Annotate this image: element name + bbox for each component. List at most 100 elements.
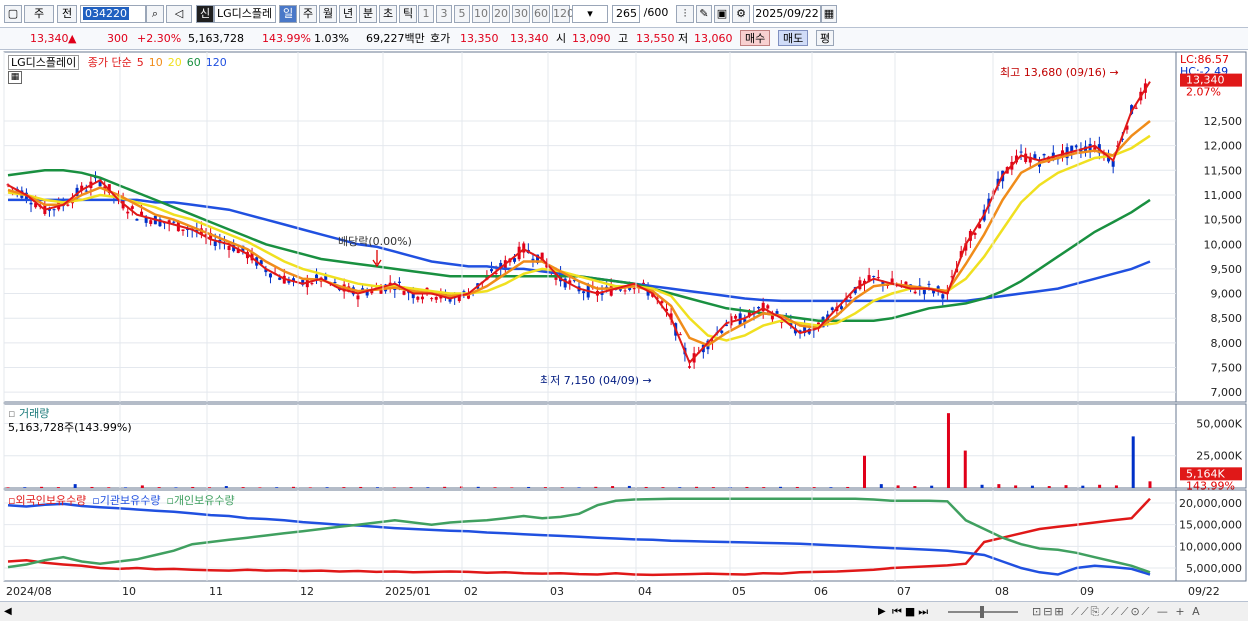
holdings-legend-2[interactable]: ▫개인보유수량 [166,494,235,507]
chart-tools-icons[interactable]: ⊡⊟⊞ ⟋⟋⎘⟋⟋⟋⊙⟋ — + A [1032,605,1202,618]
calendar-icon[interactable]: ▦ [821,5,837,23]
horizontal-scrollbar[interactable]: ◀ ▶ ⏮■⏭ ⊡⊟⊞ ⟋⟋⎘⟋⟋⟋⊙⟋ — + A [0,601,1248,621]
holdings-line-1 [7,502,1151,576]
candle-body [950,276,954,278]
candle-body [80,185,84,191]
draw-icon[interactable]: ✎ [696,5,712,23]
save-icon[interactable]: ▣ [714,5,730,23]
chart-area[interactable]: 7,000 7,500 8,000 8,500 9,000 9,500 10,000 10,5… [0,50,1248,601]
zoom-handle[interactable] [980,606,984,618]
pane-frame [3,489,1177,582]
range-button-120[interactable]: 120 [552,5,574,23]
range-button-5[interactable]: 5 [454,5,470,23]
current-price-label: 13,340 [1186,74,1225,87]
candle-body [140,211,144,216]
ma-legend-1[interactable]: 5 [136,56,144,69]
holdings-line-0 [7,497,1151,577]
ma-legend-5[interactable]: 120 [205,56,227,69]
candle-icon[interactable]: ⫶ [676,5,694,23]
y-tick-label: 9,500 [1211,263,1243,276]
volume-bar [946,413,950,488]
candle-body [932,290,936,294]
candle-body [1074,145,1078,148]
volume-bar [543,487,547,488]
window-icon[interactable]: ▢ [4,5,22,23]
scroll-left-icon[interactable]: ◀ [4,606,12,617]
ma-legend: 종가 단순 5 10 20 60 120 [83,56,227,69]
count-input[interactable]: 265 [612,5,640,23]
ma-legend-4[interactable]: 60 [186,56,201,69]
volume-bar [73,484,77,488]
range-button-20[interactable]: 20 [492,5,510,23]
volume-bar [779,486,783,488]
tab-0[interactable]: 일 [279,5,297,23]
x-tick-label: 2024/08 [6,585,52,598]
prev-button[interactable]: 전 [57,5,77,23]
candle-body [789,321,793,326]
candle-body [98,179,102,187]
candle-body [494,272,498,274]
tab-3[interactable]: 년 [339,5,357,23]
period-select[interactable]: 주 [24,5,54,23]
y-tick-label: 12,000 [1204,140,1243,153]
candle-body [876,277,880,279]
range-dropdown[interactable]: ▾ [572,5,608,23]
ma-legend-0[interactable]: 종가 단순 [87,56,132,69]
candle-body [1120,138,1124,140]
x-axis: 2024/08 10 11 12 2025/01 02 03 04 05 06 07 08 09 09/2… [3,52,1220,598]
volume-bar [846,486,850,488]
eval-button[interactable]: 평 [816,30,835,46]
y-tick-label: 9,000 [1211,288,1243,301]
volume-bar [1081,485,1085,488]
candle-body [287,279,291,283]
playback-controls[interactable]: ⏮■⏭ [892,605,932,618]
tab-5[interactable]: 초 [379,5,397,23]
candle-body [747,310,751,317]
holdings-tick-label: 20,000,000 [1179,497,1242,510]
ma-legend-3[interactable]: 20 [167,56,182,69]
holdings-line-2 [7,497,1151,574]
gear-icon[interactable]: ⚙ [732,5,750,23]
volume-ratio-label: 143.99% [1186,479,1235,492]
speaker-icon[interactable]: ◁ [166,5,192,23]
scroll-right-icon[interactable]: ▶ [878,606,886,617]
stock-title[interactable]: LG디스플레이 [8,55,80,70]
tab-4[interactable]: 분 [359,5,377,23]
holdings-legend-0[interactable]: ▫외국인보유수량 [8,494,87,507]
stock-name-field[interactable]: LG디스플레 [214,5,276,23]
candle-body [849,296,853,298]
date-input[interactable]: 2025/09/22 [753,5,821,23]
up-arrow-icon: ▲ [68,32,77,45]
search-icon[interactable]: ⌕ [146,5,164,23]
volume-bar [913,486,917,488]
volume-bar [90,486,94,488]
candle-body [793,328,797,334]
range-button-60[interactable]: 60 [532,5,550,23]
holdings-tick-label: 10,000,000 [1179,540,1242,553]
change-value: 300 [107,32,128,45]
code-input[interactable]: 034220 [80,5,146,23]
low-price: 13,060 [694,32,733,45]
candle-body [743,319,747,324]
open-price: 13,090 [572,32,611,45]
range-button-10[interactable]: 10 [472,5,490,23]
holdings-legend-1[interactable]: ▫기관보유수량 [92,494,161,507]
sell-button[interactable]: 매도 [778,30,809,46]
candle-body [1079,149,1083,153]
tab-1[interactable]: 주 [299,5,317,23]
candle-body [268,273,272,278]
candle-body [1125,125,1129,130]
tab-2[interactable]: 월 [319,5,337,23]
buy-button[interactable]: 매수 [740,30,771,46]
candle-body [1042,154,1046,156]
range-button-30[interactable]: 30 [512,5,530,23]
candle-body [536,254,540,263]
tab-6[interactable]: 틱 [399,5,417,23]
range-button-3[interactable]: 3 [436,5,452,23]
candle-body [75,187,79,196]
range-button-1[interactable]: 1 [418,5,434,23]
candle-body [540,252,544,262]
table-icon[interactable]: ▦ [8,71,22,84]
ma-legend-2[interactable]: 10 [148,56,163,69]
